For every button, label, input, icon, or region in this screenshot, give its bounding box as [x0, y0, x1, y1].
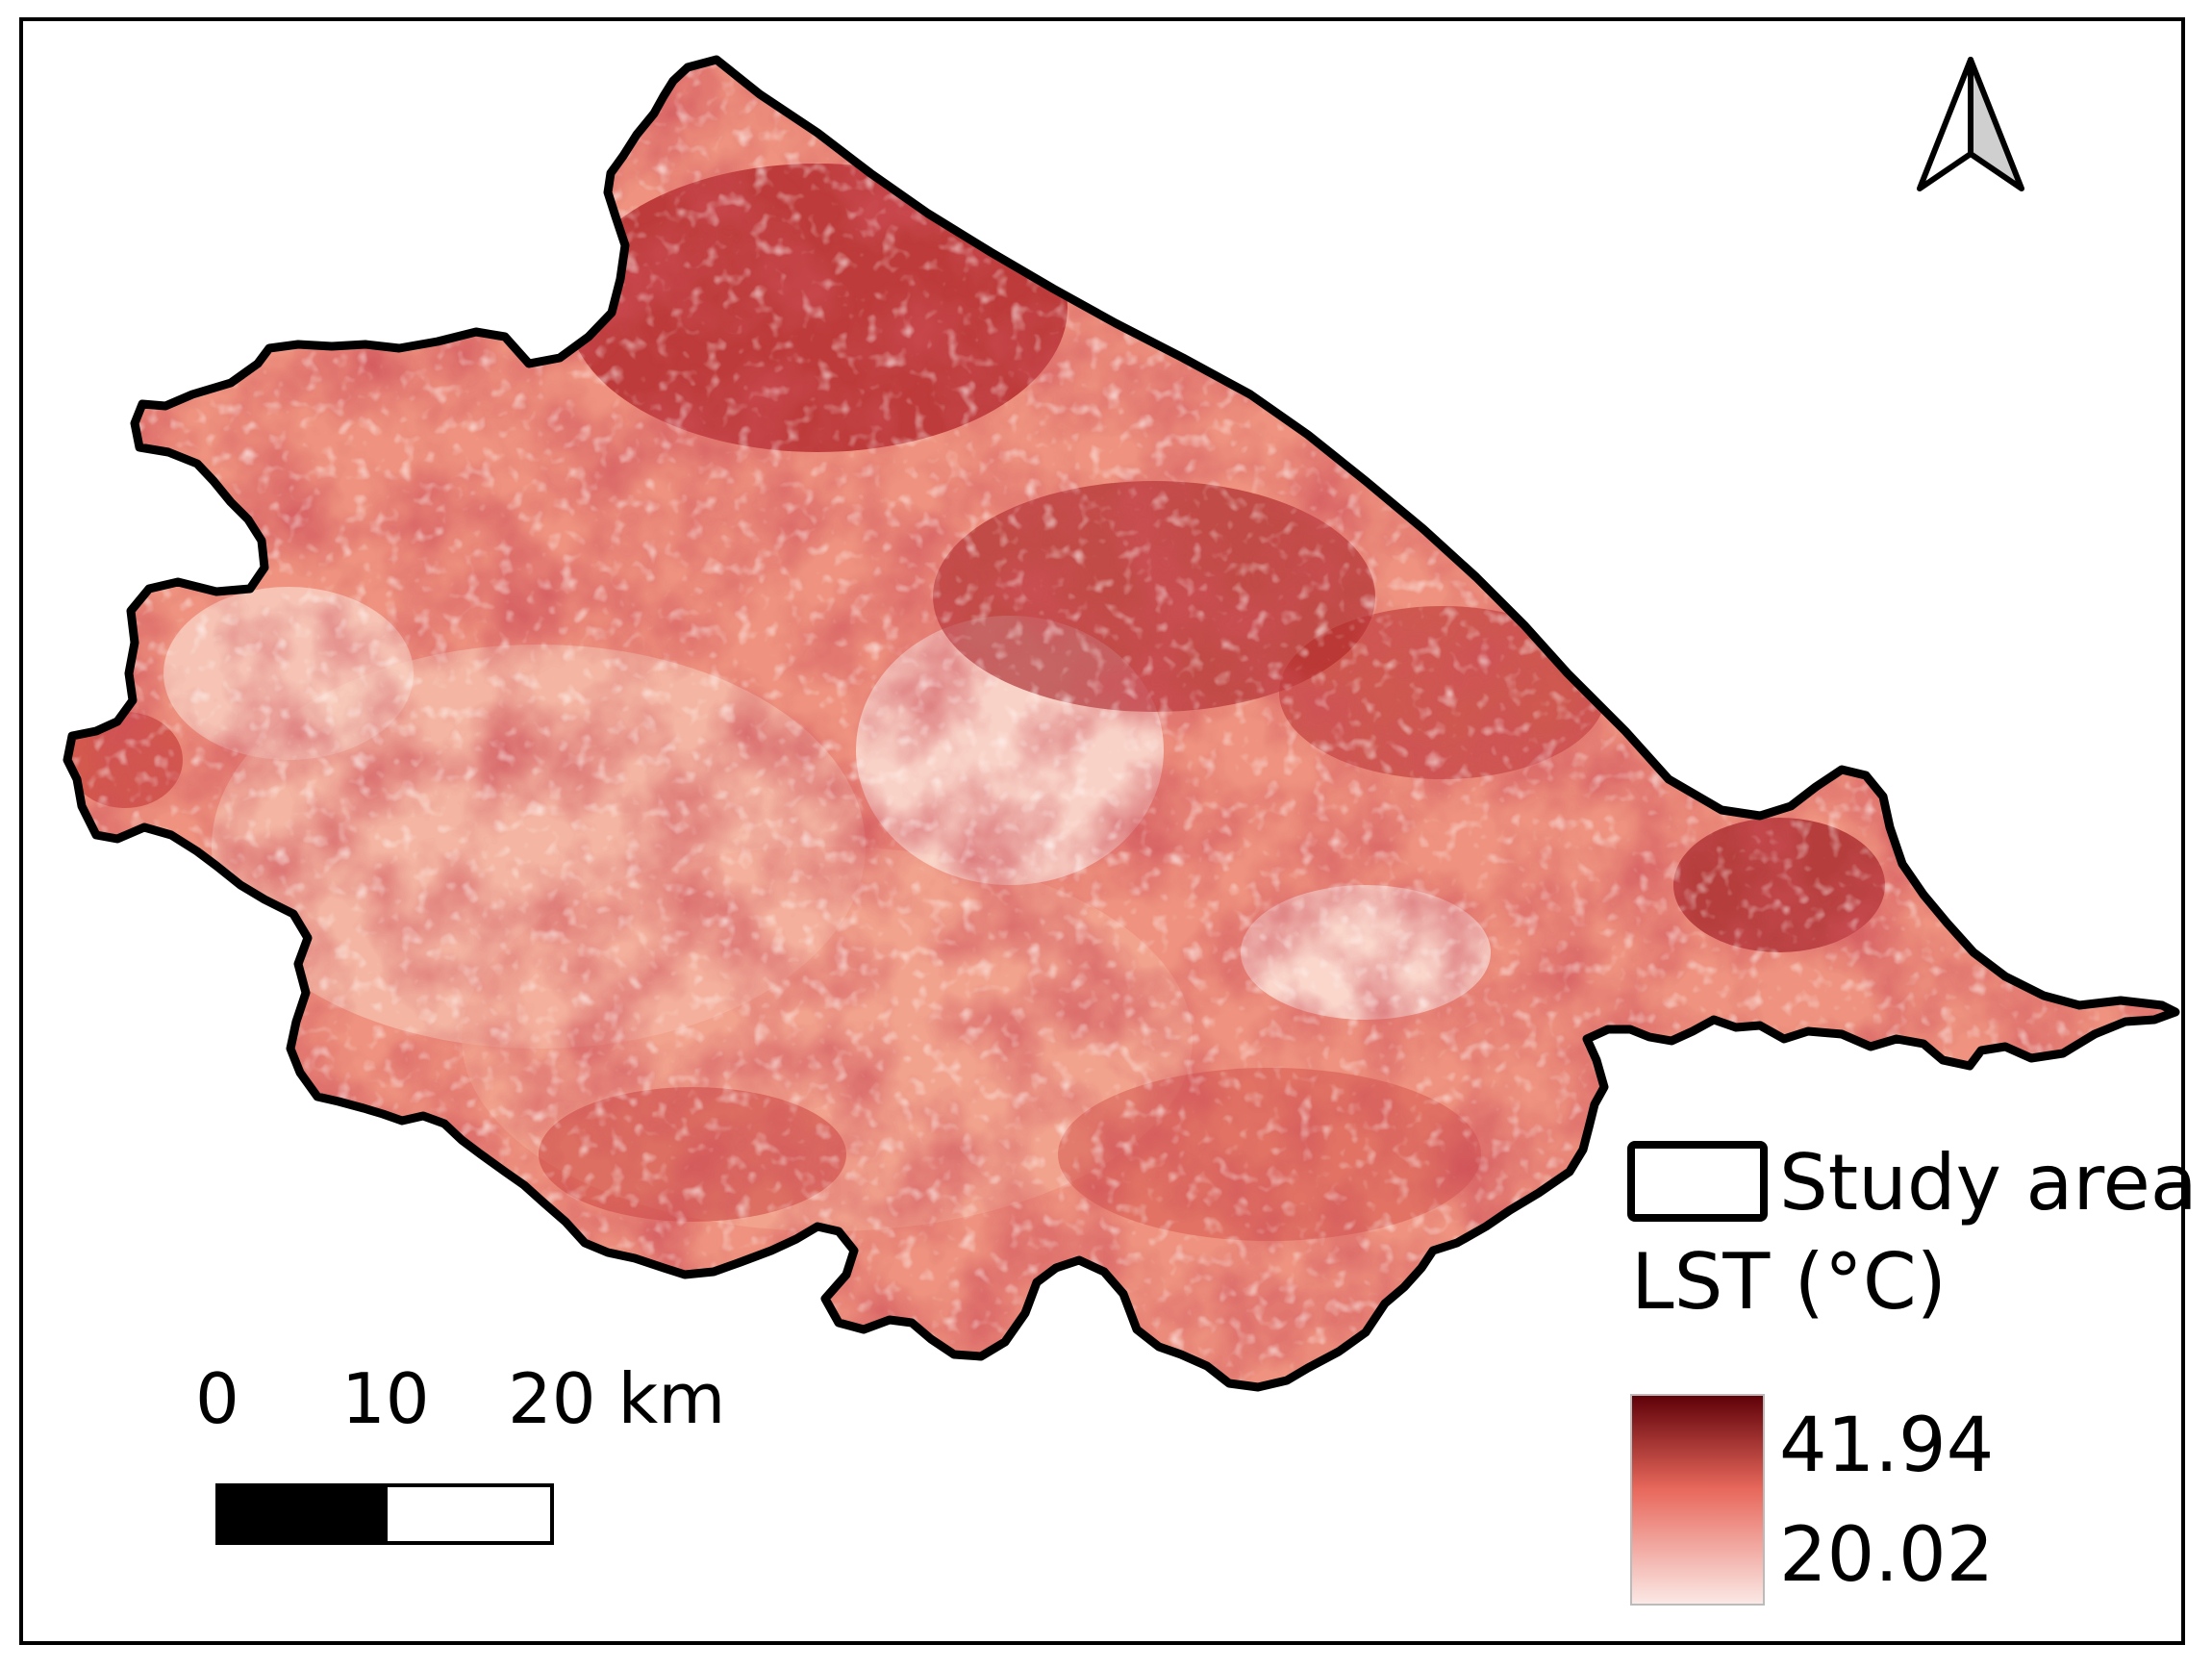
lst-legend-title: LST (°C)	[1631, 1237, 1947, 1327]
scale-label-20-km: 20 km	[508, 1358, 726, 1439]
north-arrow-icon	[1917, 57, 2024, 191]
lst-max-value: 41.94	[1779, 1403, 1995, 1489]
study-area-legend-label: Study area	[1779, 1138, 2198, 1227]
scale-bar-segment-black	[215, 1483, 388, 1545]
scale-label-10: 10	[341, 1358, 430, 1439]
lst-min-value: 20.02	[1779, 1512, 1995, 1599]
study-area-legend-swatch	[1627, 1141, 1768, 1222]
scale-bar	[215, 1483, 554, 1545]
scale-bar-segment-white	[384, 1483, 554, 1545]
lst-color-ramp	[1630, 1394, 1765, 1606]
scale-label-0: 0	[195, 1358, 239, 1439]
